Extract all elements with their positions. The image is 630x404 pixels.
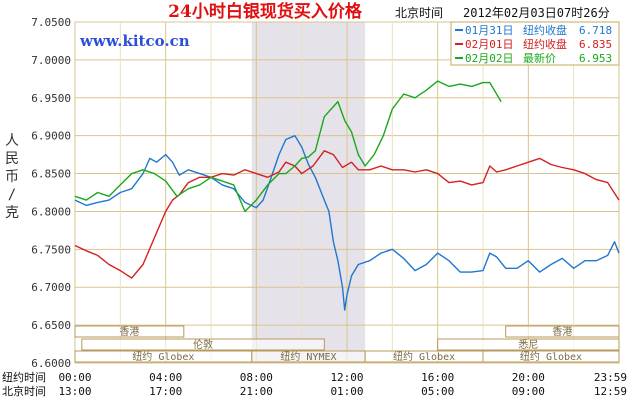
market-session-label: 纽约 Globex xyxy=(393,350,455,363)
x-tick-label: 09:00 xyxy=(512,385,545,398)
legend-box xyxy=(450,21,620,66)
legend-series-name: 01月31日 xyxy=(465,24,514,37)
market-session-box xyxy=(505,325,620,338)
series-line-1 xyxy=(74,135,620,311)
y-tick-label: 6.7000 xyxy=(31,281,71,294)
x-tick-label: 16:00 xyxy=(421,371,454,384)
y-tick-label: 6.6000 xyxy=(31,357,71,370)
x-tick-label: 12:00 xyxy=(330,371,363,384)
y-axis-label-char: 克 xyxy=(5,205,19,221)
x-tick-label: 20:00 xyxy=(512,371,545,384)
y-tick-label: 6.9000 xyxy=(31,130,71,143)
market-session-label: 悉尼 xyxy=(518,339,538,351)
y-axis-label-char: 民 xyxy=(5,151,19,167)
legend-series-name: 02月01日 xyxy=(465,38,514,51)
y-tick-label: 6.9500 xyxy=(31,92,71,105)
y-axis-label-char: / xyxy=(8,187,16,203)
market-session-label: 纽约 Globex xyxy=(520,350,582,363)
y-axis-label-char: 币 xyxy=(5,169,19,185)
y-tick-label: 6.8000 xyxy=(31,205,71,218)
series-line-3 xyxy=(74,80,502,213)
series-line-2 xyxy=(74,150,620,279)
market-session-label: 伦敦 xyxy=(193,338,213,351)
legend-series-value: 6.835 xyxy=(579,38,612,51)
market-session-label: 纽约 NYMEX xyxy=(280,350,336,363)
y-axis-label-char: 人 xyxy=(5,133,19,149)
x-tick-label: 21:00 xyxy=(240,385,273,398)
x-tick-label: 08:00 xyxy=(240,371,273,384)
x-tick-label: 05:00 xyxy=(421,385,454,398)
y-tick-label: 6.7500 xyxy=(31,243,71,256)
timezone-label: 北京时间 xyxy=(395,6,443,20)
market-session-label: 纽约 Globex xyxy=(132,350,194,363)
x-tick-label: 00:00 xyxy=(58,371,91,384)
legend-series-value: 6.718 xyxy=(579,24,612,37)
y-tick-label: 7.0500 xyxy=(31,16,71,29)
x-axis-row-label: 北京时间 xyxy=(2,384,46,398)
market-session-box xyxy=(437,338,620,351)
x-tick-label: 01:00 xyxy=(330,385,363,398)
x-tick-label: 23:59 xyxy=(594,371,627,384)
legend-series-name: 02月02日 xyxy=(465,52,514,65)
legend-series-text: 纽约收盘 xyxy=(523,37,567,51)
y-tick-label: 6.8500 xyxy=(31,168,71,181)
x-tick-label: 12:59 xyxy=(594,385,627,398)
x-tick-label: 17:00 xyxy=(149,385,182,398)
y-tick-label: 7.0000 xyxy=(31,54,71,67)
x-tick-label: 13:00 xyxy=(58,385,91,398)
legend-series-text: 最新价 xyxy=(523,51,556,65)
x-tick-label: 04:00 xyxy=(149,371,182,384)
chart-title: 24小时白银现货买入价格 xyxy=(168,1,363,22)
market-session-label: 香港 xyxy=(119,326,139,338)
market-session-box xyxy=(74,325,185,338)
legend-series-text: 纽约收盘 xyxy=(523,23,567,37)
watermark-text: www.kitco.cn xyxy=(79,32,190,50)
x-axis-row-label: 纽约时间 xyxy=(2,370,46,384)
timestamp-label: 2012年02月03日07时26分 xyxy=(463,6,610,20)
shaded-session-region xyxy=(251,22,366,363)
market-session-box xyxy=(81,338,325,351)
y-tick-label: 6.6500 xyxy=(31,319,71,332)
market-session-label: 香港 xyxy=(552,326,572,338)
legend-series-value: 6.953 xyxy=(579,52,612,65)
market-session-box xyxy=(482,350,620,363)
